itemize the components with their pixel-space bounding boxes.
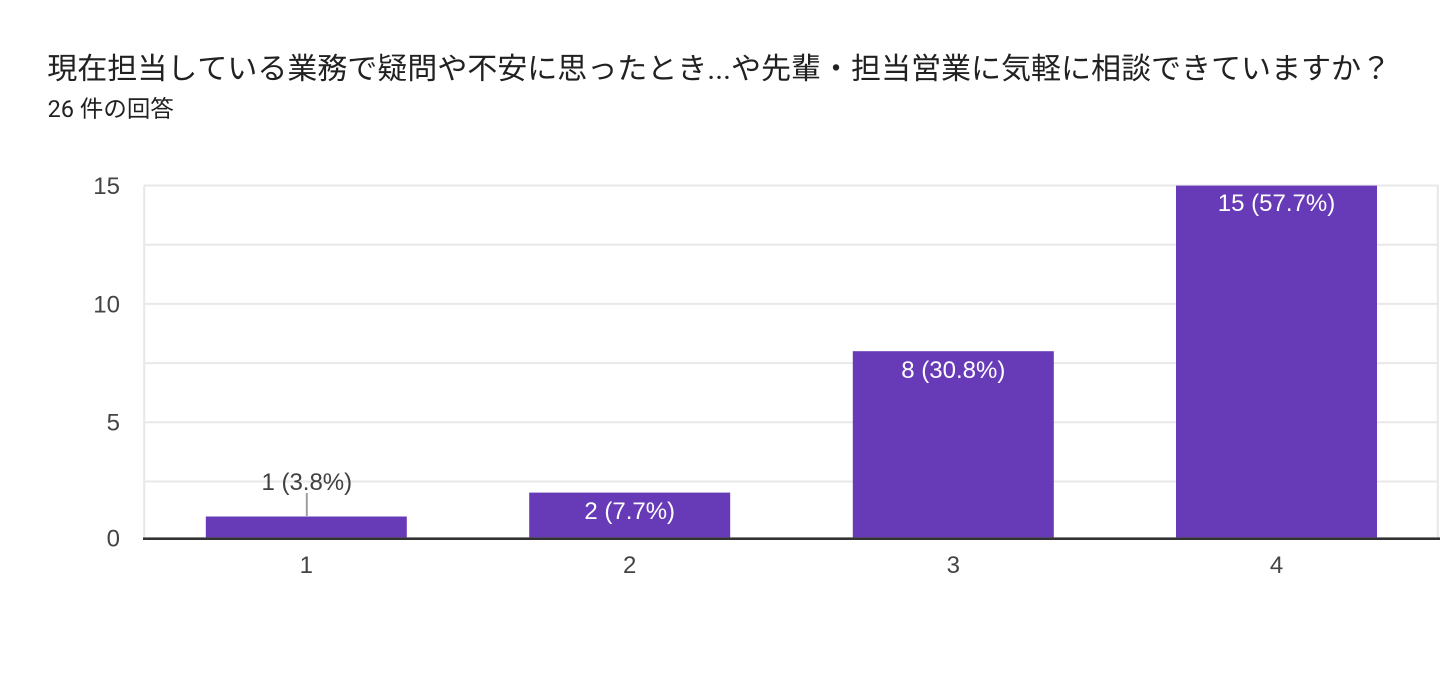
svg-text:2 (7.7%): 2 (7.7%) — [584, 498, 675, 525]
svg-text:5: 5 — [107, 410, 120, 437]
svg-text:2: 2 — [623, 552, 636, 579]
svg-text:10: 10 — [93, 291, 120, 318]
svg-text:3: 3 — [947, 552, 960, 579]
svg-text:4: 4 — [1270, 552, 1283, 579]
svg-text:8 (30.8%): 8 (30.8%) — [901, 357, 1005, 384]
svg-text:15 (57.7%): 15 (57.7%) — [1218, 190, 1335, 217]
svg-text:15: 15 — [93, 173, 120, 200]
svg-text:1 (3.8%): 1 (3.8%) — [261, 469, 352, 496]
svg-text:1: 1 — [300, 552, 313, 579]
svg-text:0: 0 — [107, 525, 120, 552]
